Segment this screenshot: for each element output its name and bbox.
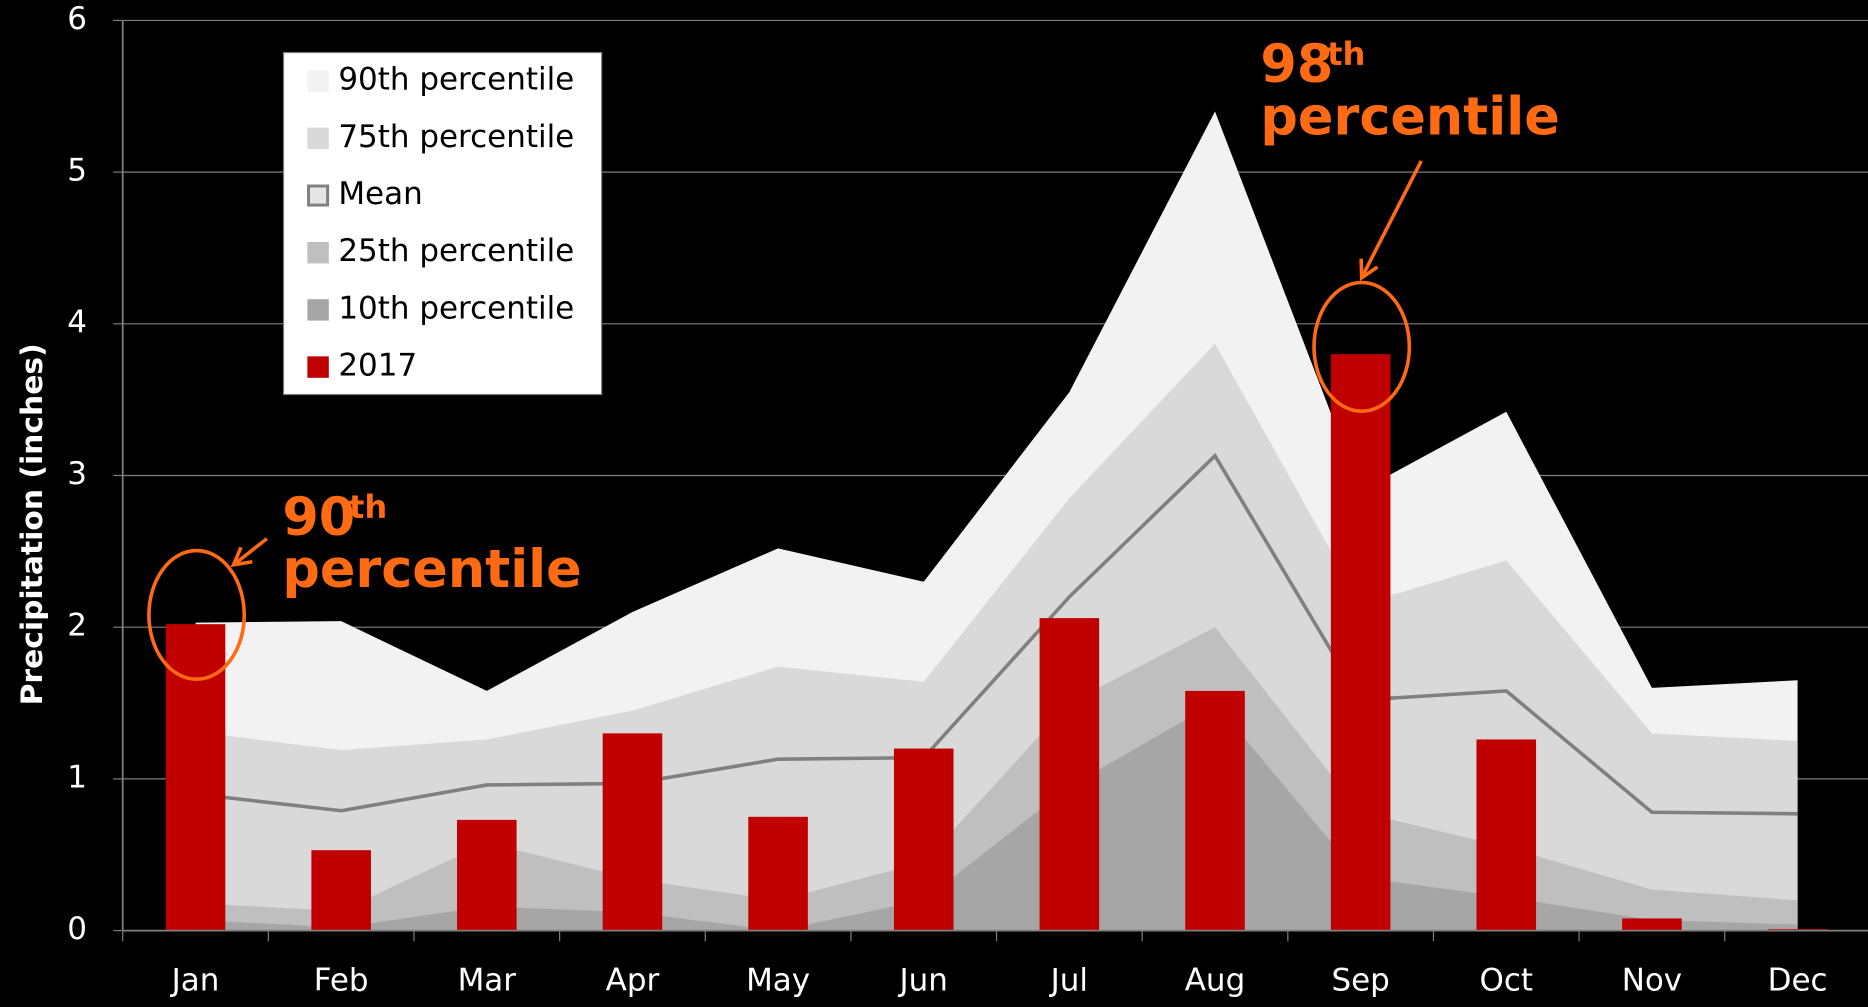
bar [1476, 739, 1537, 931]
y-tick-label: 5 [67, 153, 87, 189]
x-tick-label: Mar [458, 962, 517, 998]
annotation-sup: th [1327, 35, 1365, 73]
x-tick-label: Apr [606, 962, 660, 998]
x-tick-label: Feb [314, 962, 369, 998]
y-tick-label: 1 [67, 759, 87, 795]
legend-label: 90th percentile [338, 62, 574, 98]
x-tick-label: Dec [1768, 962, 1828, 998]
annotation-arrowhead [230, 546, 253, 568]
annotation-circle [1312, 280, 1412, 413]
y-tick-label: 3 [67, 456, 87, 492]
x-tick-label: Nov [1622, 962, 1682, 998]
bar [893, 748, 954, 931]
annotation-number: 90 [282, 487, 355, 548]
legend-label: Mean [338, 176, 422, 212]
x-tick-label: Jun [898, 962, 948, 998]
y-tick-label: 4 [67, 304, 87, 340]
bar [457, 819, 517, 931]
legend-label: 10th percentile [338, 290, 574, 326]
annotation-arrow [1360, 160, 1423, 279]
bar [311, 850, 371, 931]
legend-label: 75th percentile [338, 119, 574, 155]
x-tick-label: Oct [1480, 962, 1534, 998]
annotation-number: 98 [1260, 34, 1333, 95]
legend-swatch [307, 242, 329, 264]
legend-box [282, 51, 603, 396]
annotation-text: percentile [282, 539, 581, 600]
legend-swatch [307, 299, 329, 321]
mean-line [195, 452, 1798, 816]
annotation-circle [147, 548, 247, 682]
y-axis-label: Precipitation (inches) [15, 343, 50, 705]
y-tick-label: 6 [67, 1, 87, 37]
legend-label: 2017 [338, 348, 417, 384]
percentile-area [195, 703, 1798, 931]
annotation-text: percentile [1260, 86, 1559, 147]
bar [1622, 918, 1682, 931]
legend-label: 25th percentile [338, 233, 574, 269]
bar [602, 733, 663, 931]
bar [1330, 354, 1391, 931]
legend-swatch [307, 70, 329, 92]
annotation-sup: th [349, 488, 387, 526]
x-tick-label: Sep [1331, 962, 1389, 998]
x-tick-label: May [746, 962, 810, 998]
x-tick-label: Jul [1049, 962, 1088, 998]
legend: 90th percentile 75th percentile Mean 25th p… [282, 51, 603, 396]
annotation-arrowhead [1359, 258, 1379, 282]
legend-swatch [307, 356, 329, 378]
bar [748, 816, 808, 931]
x-tick-label: Jan [170, 962, 220, 998]
annotation: 90th percentile [147, 487, 582, 682]
legend-swatch [307, 127, 329, 150]
y-tick-label: 0 [67, 911, 87, 947]
annotation-arrow [232, 537, 268, 567]
y-tick-label: 2 [67, 608, 87, 644]
x-tick-label: Aug [1185, 962, 1245, 998]
legend-swatch [307, 184, 330, 207]
percentile-area [195, 627, 1798, 931]
bar [1185, 690, 1245, 931]
bar [1039, 618, 1100, 931]
